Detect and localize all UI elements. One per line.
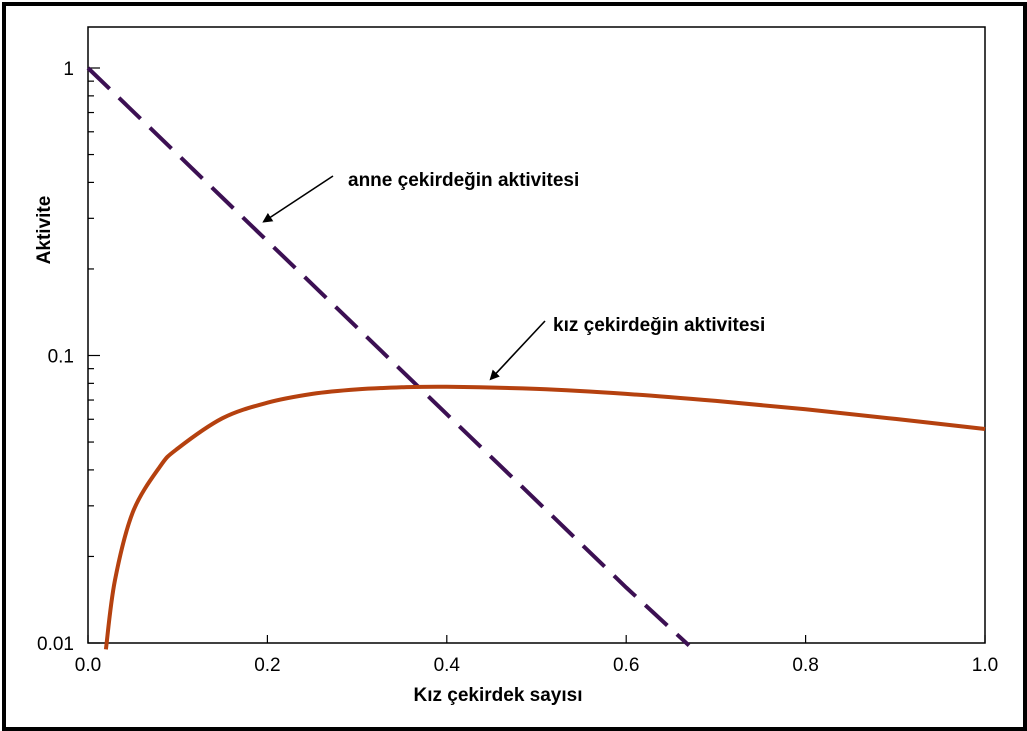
annotation-label-mother: anne çekirdeğin aktivitesi bbox=[348, 170, 579, 191]
x-tick-label: 1.0 bbox=[972, 655, 998, 676]
annotation-layer: anne çekirdeğin aktivitesi kız çekirdeğin… bbox=[262, 170, 765, 381]
y-tick-label: 0.1 bbox=[48, 347, 74, 368]
y-tick-label: 1 bbox=[63, 59, 74, 80]
x-tick-label: 0.4 bbox=[434, 655, 461, 676]
annotation-arrow bbox=[489, 320, 546, 381]
series-line-daughter bbox=[103, 384, 986, 650]
ticks-layer: 0.0 0.2 0.4 0.6 0.8 1.0 0.01 0.1 1 bbox=[37, 59, 998, 676]
annotation-label-daughter: kız çekirdeğin aktivitesi bbox=[553, 315, 765, 336]
x-tick-label: 0.6 bbox=[613, 655, 639, 676]
series-layer bbox=[86, 66, 986, 650]
y-tick-label: 0.01 bbox=[37, 634, 74, 655]
annotation-arrow bbox=[262, 175, 334, 223]
x-axis-title: Kız çekirdek sayısı bbox=[414, 685, 583, 706]
y-axis-title: Aktivite bbox=[34, 196, 55, 265]
plot-area bbox=[87, 26, 986, 644]
x-tick-label: 0.0 bbox=[75, 655, 101, 676]
series-line-mother bbox=[86, 66, 691, 647]
x-tick-label: 0.2 bbox=[254, 655, 280, 676]
x-tick-label: 0.8 bbox=[792, 655, 818, 676]
